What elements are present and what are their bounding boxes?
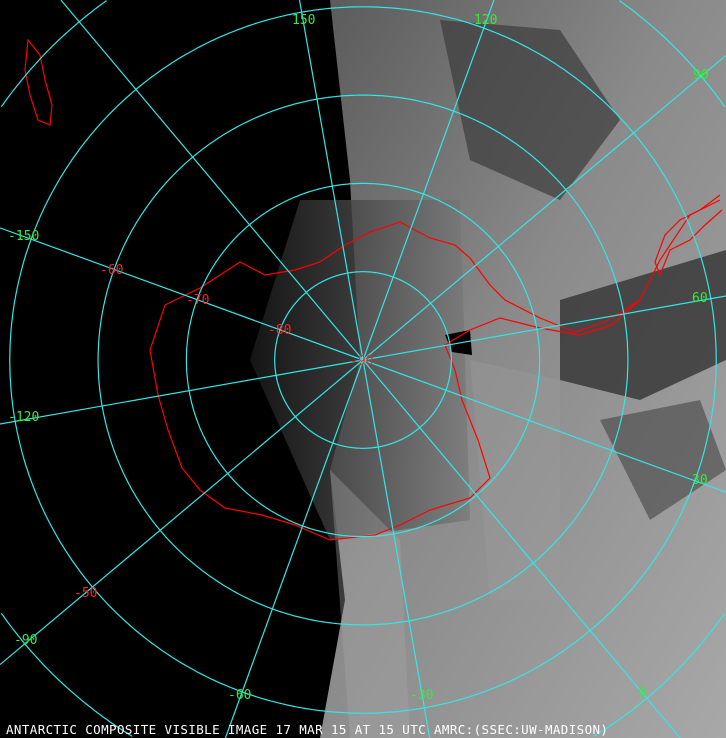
longitude-label: 30 — [692, 473, 708, 488]
latitude-label: -80 — [268, 323, 291, 338]
latitude-label: -70 — [186, 293, 209, 308]
meridian-line — [362, 0, 495, 361]
latitude-circle — [97, 94, 629, 626]
longitude-label: -90 — [14, 633, 37, 648]
longitude-label: -120 — [8, 410, 39, 425]
image-caption: ANTARCTIC COMPOSITE VISIBLE IMAGE 17 MAR… — [6, 722, 609, 737]
longitude-label: 120 — [474, 13, 497, 28]
latitude-label: -90 — [350, 354, 373, 369]
latitude-label: -50 — [74, 586, 97, 601]
grid-labels: 150 120 90 60 30 0 -30 -60 -90 -120 -150 -90 -80 -70 -… — [8, 13, 709, 703]
latitude-circle — [593, 612, 726, 737]
meridian-line — [362, 359, 431, 738]
latitude-circle — [0, 612, 133, 737]
new-zealand-coastline — [24, 38, 53, 126]
longitude-label: -30 — [410, 688, 433, 703]
longitude-label: 90 — [693, 68, 709, 83]
longitude-label: 0 — [638, 686, 646, 701]
latitude-circle — [9, 6, 717, 714]
latitude-circle — [274, 271, 452, 449]
meridian-line — [224, 359, 364, 738]
longitude-label: -60 — [228, 688, 251, 703]
meridian-line — [362, 54, 726, 361]
longitude-label: 150 — [292, 13, 315, 28]
meridian-line — [0, 359, 364, 666]
meridian-line — [0, 227, 364, 361]
latitude-circle — [0, 0, 107, 108]
longitude-label: -150 — [8, 229, 39, 244]
latitude-circle — [185, 182, 541, 538]
meridian-line — [298, 0, 364, 361]
latitude-label: -60 — [100, 263, 123, 278]
meridian-line — [0, 359, 364, 425]
meridian-line — [362, 295, 726, 361]
latitude-circle — [619, 0, 726, 108]
meridian-line — [60, 0, 364, 361]
meridian-line — [362, 359, 726, 493]
satellite-imagery — [250, 0, 726, 738]
south-america-coastline — [654, 194, 723, 277]
meridian-line — [362, 359, 681, 738]
antarctica-coastline — [149, 199, 721, 541]
longitude-label: 60 — [692, 291, 708, 306]
